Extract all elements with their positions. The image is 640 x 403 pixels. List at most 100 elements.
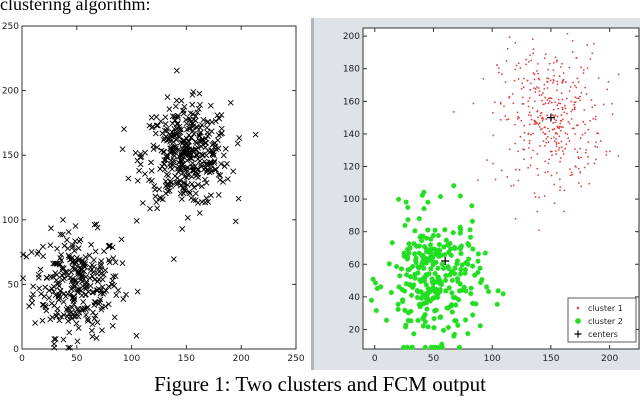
cluster-1-point xyxy=(66,329,73,336)
cluster-2-point xyxy=(407,281,413,288)
y-tick-label: 40 xyxy=(349,293,361,303)
cluster-1-point xyxy=(544,171,547,174)
cluster-2-point xyxy=(178,97,185,104)
cluster-1-point xyxy=(562,78,565,81)
cluster-2-point xyxy=(137,161,144,168)
cluster-1-point xyxy=(506,176,509,178)
cluster-1-point xyxy=(587,128,590,131)
cluster-1-point xyxy=(547,102,550,105)
cluster-2-point xyxy=(412,251,418,257)
cluster-2-point xyxy=(177,156,184,163)
cluster-2-point xyxy=(142,171,148,177)
cluster-2-point xyxy=(139,200,146,206)
cluster-1-point xyxy=(517,179,520,182)
cluster-1-point xyxy=(530,59,533,62)
cluster-2-point xyxy=(449,290,455,296)
cluster-2-point xyxy=(447,246,454,252)
cluster-1-point xyxy=(497,71,500,74)
cluster-2-point xyxy=(449,268,455,275)
y-tick-label: 120 xyxy=(343,163,360,173)
cluster-1-point xyxy=(564,147,567,150)
cluster-2-point xyxy=(451,333,457,339)
cluster-2-point xyxy=(468,285,474,291)
cluster-1-point xyxy=(472,102,475,105)
cluster-1-point xyxy=(542,140,545,143)
cluster-1-point xyxy=(543,57,546,60)
cluster-2-point xyxy=(177,190,184,197)
cluster-1-point xyxy=(547,81,549,83)
cluster-2-point xyxy=(395,301,401,307)
cluster-1-point xyxy=(594,104,596,107)
cluster-2-point xyxy=(220,178,226,185)
cluster-2-point xyxy=(445,242,451,248)
cluster-1-point xyxy=(113,292,120,298)
cluster-2-point xyxy=(418,278,424,285)
cluster-2-point xyxy=(167,150,174,156)
cluster-2-point xyxy=(192,113,199,119)
cluster-2-point xyxy=(439,341,445,347)
cluster-2-point xyxy=(161,161,167,168)
cluster-1-point xyxy=(560,146,563,149)
cluster-1-point xyxy=(559,186,562,188)
cluster-1-point xyxy=(564,81,567,83)
cluster-2-point xyxy=(407,245,413,251)
cluster-2-point xyxy=(152,193,159,200)
cluster-1-point xyxy=(528,123,531,126)
cluster-2-point xyxy=(416,250,422,256)
cluster-2-point xyxy=(179,226,186,232)
cluster-1-point xyxy=(540,93,543,96)
cluster-2-point xyxy=(164,136,171,143)
cluster-1-point xyxy=(514,123,516,126)
cluster-2-point xyxy=(183,166,190,173)
cluster-2-point xyxy=(452,271,458,277)
y-tick-label: 200 xyxy=(343,32,360,42)
cluster-2-point xyxy=(178,167,184,173)
cluster-1-point xyxy=(514,142,517,145)
cluster-2-point xyxy=(220,152,227,159)
cluster-1-point xyxy=(579,147,582,150)
cluster-2-point xyxy=(408,318,414,324)
cluster-1-point xyxy=(506,47,509,50)
cluster-1-point xyxy=(541,99,543,102)
cluster-1-point xyxy=(56,293,62,299)
cluster-2-point xyxy=(422,319,428,325)
cluster-2-point xyxy=(383,317,390,323)
cluster-1-point xyxy=(516,117,519,120)
cluster-1-point xyxy=(507,118,510,120)
cluster-1-point xyxy=(528,142,531,145)
cluster-1-point xyxy=(544,102,547,105)
cluster-1-point xyxy=(550,174,553,177)
cluster-2-point xyxy=(454,261,460,267)
cluster-2-point xyxy=(436,275,442,281)
cluster-2-point xyxy=(180,137,187,144)
cluster-2-point xyxy=(415,270,421,276)
cluster-2-point xyxy=(423,235,430,241)
cluster-1-point xyxy=(517,115,519,118)
cluster-2-point xyxy=(218,125,225,132)
cluster-1-point xyxy=(538,196,540,199)
cluster-1-point xyxy=(556,104,559,107)
cluster-1-point xyxy=(105,242,112,249)
cluster-1-point xyxy=(536,167,539,170)
y-tick-label: 160 xyxy=(343,97,360,107)
cluster-2-point xyxy=(427,242,434,248)
cluster-1-point xyxy=(57,287,64,294)
cluster-2-point xyxy=(428,266,434,272)
y-tick-label: 180 xyxy=(343,65,360,75)
cluster-1-point xyxy=(584,123,586,126)
cluster-1-point xyxy=(575,86,578,89)
cluster-2-point xyxy=(181,103,188,110)
cluster-2-point xyxy=(419,192,425,198)
cluster-2-point xyxy=(404,344,410,350)
cluster-1-point xyxy=(85,317,91,324)
cluster-1-point xyxy=(591,106,594,109)
cluster-2-point xyxy=(457,224,463,230)
cluster-1-point xyxy=(504,115,507,117)
cluster-2-point xyxy=(465,331,471,337)
cluster-2-point xyxy=(475,251,481,257)
cluster-2-point xyxy=(180,185,186,192)
cluster-1-point xyxy=(89,273,96,280)
cluster-2-point xyxy=(433,286,440,293)
cluster-1-point xyxy=(523,124,526,127)
cluster-1-point xyxy=(59,231,66,238)
